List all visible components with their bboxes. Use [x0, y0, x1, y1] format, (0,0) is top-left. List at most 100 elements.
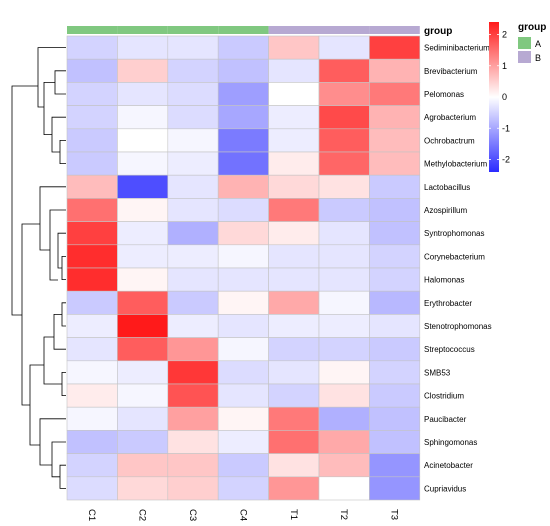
group-annotation-cell — [319, 26, 370, 34]
row-label: Streptococcus — [424, 345, 475, 354]
heatmap-cell — [217, 151, 269, 176]
heatmap-cell — [167, 267, 219, 292]
color-scale-legend: 2 1 0 -1 -2 — [489, 22, 510, 172]
heatmap-cell — [167, 105, 219, 130]
heatmap-cell — [217, 105, 269, 130]
heatmap-cell — [66, 430, 118, 454]
dendrogram-branch — [54, 70, 66, 95]
heatmap-cell — [117, 105, 169, 130]
heatmap-cell — [117, 406, 169, 431]
heatmap-cell — [66, 221, 118, 246]
heatmap-cell — [66, 244, 118, 269]
heatmap-cell — [117, 314, 169, 338]
heatmap-cell — [66, 453, 118, 478]
heatmap-cell — [217, 453, 269, 478]
heatmap-cell — [268, 35, 320, 60]
dendrogram-branch — [61, 255, 66, 281]
heatmap-cell — [318, 453, 370, 478]
dendrogram-branch — [59, 464, 66, 489]
row-label: Lactobacillus — [424, 183, 470, 192]
heatmap-cell — [117, 290, 169, 315]
heatmap-cell — [369, 314, 421, 338]
heatmap-cell — [217, 82, 269, 106]
heatmap-cell — [268, 314, 320, 338]
heatmap-cell — [117, 337, 169, 362]
heatmap-cell — [268, 174, 320, 199]
heatmap-cell — [117, 360, 169, 385]
color-scale-tick-label: 0 — [502, 92, 507, 102]
heatmap-cell — [268, 82, 320, 106]
row-labels: Sediminibacterium Brevibacterium Pelomonas… — [424, 44, 492, 494]
heatmap-cell — [318, 430, 370, 454]
dendrogram-branch — [53, 313, 66, 350]
row-label: Halomonas — [424, 276, 464, 285]
heatmap-cell — [167, 406, 219, 431]
heatmap-cell — [268, 221, 320, 246]
column-label: C1 — [86, 509, 97, 521]
heatmap-cell — [117, 221, 169, 246]
heatmap-cell — [167, 314, 219, 338]
heatmap-cell — [217, 174, 269, 199]
heatmap-cell — [217, 35, 269, 60]
heatmap-cell — [318, 58, 370, 83]
heatmap-cell — [369, 383, 421, 408]
heatmap-cell — [117, 244, 169, 269]
heatmap-cell — [318, 476, 370, 501]
heatmap-cell — [167, 430, 219, 454]
group-legend-swatch — [518, 51, 531, 63]
heatmap-cell — [167, 360, 219, 385]
column-label: C3 — [187, 509, 198, 521]
heatmap-cell — [369, 244, 421, 269]
heatmap-cell — [318, 406, 370, 431]
heatmap-cell — [318, 35, 370, 60]
heatmap-cell — [369, 221, 421, 246]
heatmap-cell — [217, 198, 269, 222]
heatmap-cell — [117, 430, 169, 454]
heatmap-cells — [66, 35, 421, 501]
heatmap-cell — [217, 290, 269, 315]
heatmap-cell — [268, 58, 320, 83]
row-dendrogram — [11, 47, 66, 489]
heatmap-cell — [117, 128, 169, 153]
color-scale-tick-label: 1 — [502, 61, 507, 71]
heatmap-cell — [369, 35, 421, 60]
heatmap-cell — [268, 337, 320, 362]
heatmap-cell — [369, 476, 421, 501]
heatmap-cell — [217, 383, 269, 408]
heatmap-cell — [167, 82, 219, 106]
dendrogram-branch — [43, 82, 55, 136]
heatmap-cell — [66, 174, 118, 199]
row-label: Cupriavidus — [424, 484, 466, 493]
heatmap-cell — [167, 290, 219, 315]
heatmap-cell — [318, 337, 370, 362]
heatmap-cell — [268, 383, 320, 408]
heatmap-cell — [369, 430, 421, 454]
group-annotation-label: group — [424, 26, 452, 37]
heatmap-cell — [318, 151, 370, 176]
row-label: Azospirillum — [424, 206, 467, 215]
heatmap-cell — [268, 128, 320, 153]
heatmap-cell — [318, 267, 370, 292]
column-label: C2 — [137, 509, 148, 521]
heatmap-cell — [117, 267, 169, 292]
heatmap-cell — [268, 406, 320, 431]
dendrogram-branch — [51, 116, 66, 153]
group-legend-swatch — [518, 37, 531, 49]
heatmap-cell — [66, 314, 118, 338]
group-annotation-bar — [67, 26, 420, 34]
heatmap-cell — [268, 105, 320, 130]
group-annotation-cell — [218, 26, 269, 34]
row-label: Sphingomonas — [424, 438, 477, 447]
heatmap-cell — [318, 174, 370, 199]
heatmap-cell — [217, 128, 269, 153]
heatmap-cell — [66, 35, 118, 60]
column-labels: C1 C2 C3 C4 T1 T2 T3 — [86, 509, 399, 521]
heatmap-cell — [66, 198, 118, 222]
heatmap-cell — [117, 198, 169, 222]
heatmap-cell — [66, 267, 118, 292]
heatmap-cell — [167, 35, 219, 60]
color-scale-tick-label: -2 — [502, 155, 510, 165]
group-annotation-cell — [67, 26, 118, 34]
dendrogram-branch — [51, 441, 66, 478]
